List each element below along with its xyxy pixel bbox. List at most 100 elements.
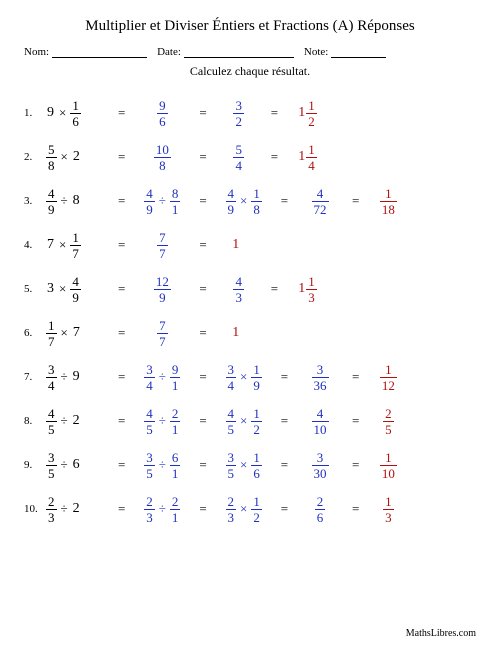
expression: 13 [365,495,411,524]
expression: 17×7 [46,319,112,348]
problem-row: 4.7×17=77=1 [24,223,476,267]
denominator: 10 [380,467,397,480]
mixed-whole: 1 [297,105,306,121]
equals: = [265,105,284,121]
fraction: 35 [46,451,57,480]
numerator: 3 [226,451,237,464]
operator: ÷ [57,413,72,429]
numerator: 3 [46,451,57,464]
numerator: 3 [315,451,326,464]
fraction: 14 [306,143,317,172]
fraction: 91 [170,363,181,392]
operator: × [236,501,251,517]
numerator: 12 [154,275,171,288]
numerator: 5 [233,143,244,156]
problem-row: 3.49÷8=49÷81=49×18=472=118 [24,179,476,223]
denominator: 3 [226,511,237,524]
fraction: 34 [226,363,237,392]
numerator: 1 [251,495,262,508]
denominator: 5 [46,467,57,480]
fraction: 35 [144,451,155,480]
expression: 1 [213,237,259,253]
numerator: 2 [170,407,181,420]
denominator: 3 [144,511,155,524]
operator: × [55,237,70,253]
fraction: 45 [226,407,237,436]
equals: = [112,193,131,209]
fraction: 13 [383,495,394,524]
denominator: 3 [46,511,57,524]
expression: 49÷81 [131,187,193,216]
problem-row: 9.35÷6=35÷61=35×16=330=110 [24,443,476,487]
fraction: 13 [306,275,317,304]
denominator: 9 [226,203,237,216]
equals: = [193,325,212,341]
denominator: 4 [46,379,57,392]
expression: 23÷2 [46,495,112,524]
numerator: 2 [383,407,394,420]
denominator: 5 [226,423,237,436]
denominator: 1 [170,379,181,392]
equals: = [193,457,212,473]
equals: = [112,149,131,165]
numerator: 4 [226,187,237,200]
denominator: 9 [46,203,57,216]
expression: 23÷21 [131,495,193,524]
fraction: 23 [46,495,57,524]
denominator: 8 [157,159,168,172]
denominator: 9 [157,291,168,304]
whole-number: 1 [231,325,240,341]
operator: × [236,193,251,209]
equals: = [112,457,131,473]
numerator: 2 [170,495,181,508]
fraction: 81 [170,187,181,216]
fraction: 32 [233,99,244,128]
fraction: 45 [46,407,57,436]
denominator: 4 [233,159,244,172]
equals: = [275,193,294,209]
fraction: 110 [380,451,397,480]
denominator: 5 [144,423,155,436]
numerator: 10 [154,143,171,156]
expression: 2 3×12 [213,495,275,524]
expression: 34÷91 [131,363,193,392]
fraction: 12 [251,407,262,436]
numerator: 4 [46,407,57,420]
problem-list: 1.9×16=96=32=1122.58×2=108=54=1143.49÷8=… [24,91,476,531]
page-title: Multiplier et Diviser Éntiers et Fractio… [24,18,476,35]
equals: = [265,281,284,297]
fraction: 118 [380,187,397,216]
numerator: 1 [46,319,57,332]
fraction: 49 [226,187,237,216]
equals: = [193,105,212,121]
fraction: 472 [312,187,329,216]
numerator: 1 [251,407,262,420]
equals: = [193,281,212,297]
expression: 32 [213,99,265,128]
fraction: 77 [157,319,168,348]
nom-line [52,45,147,58]
equals: = [112,105,131,121]
numerator: 2 [226,495,237,508]
equals: = [346,413,365,429]
expression: 43 [213,275,265,304]
fraction: 12 [251,495,262,524]
equals: = [275,369,294,385]
fraction: 17 [46,319,57,348]
equals: = [275,413,294,429]
denominator: 7 [157,247,168,260]
denominator: 3 [383,511,394,524]
fraction: 96 [157,99,168,128]
numerator: 1 [251,363,262,376]
fraction: 18 [251,187,262,216]
numerator: 7 [157,319,168,332]
numerator: 3 [46,363,57,376]
fraction: 16 [70,99,81,128]
numerator: 1 [251,187,262,200]
expression: 96 [131,99,193,128]
operator: ÷ [57,501,72,517]
fraction: 34 [46,363,57,392]
expression: 118 [365,187,411,216]
equals: = [112,501,131,517]
fraction: 45 [144,407,155,436]
